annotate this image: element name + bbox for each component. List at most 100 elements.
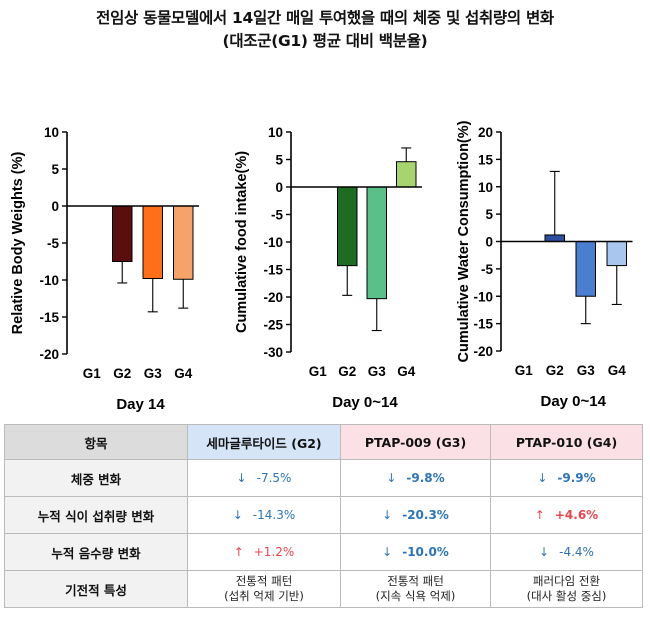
- y-tick-label: -15: [473, 317, 493, 332]
- table-row: 누적 음수량 변화 ↑ +1.2% ↓ -10.0% ↓ -4.4%: [4, 533, 643, 571]
- header-g3: PTAP-009 (G3): [340, 424, 491, 460]
- y-tick-label: -15: [263, 263, 283, 278]
- value-cell-g4: ↓ -9.9%: [490, 459, 643, 497]
- bar-g2: [337, 186, 358, 267]
- change-value: -7.5%: [256, 471, 292, 485]
- x-tick-label: G4: [608, 363, 627, 378]
- y-axis-label: Relative Body Weights (%): [10, 152, 26, 335]
- arrow-down-icon: ↓: [232, 508, 243, 522]
- y-tick-label: -15: [39, 310, 59, 325]
- arrow-down-icon: ↓: [382, 508, 393, 522]
- y-tick-label: 5: [275, 153, 283, 168]
- bar-g4: [396, 161, 417, 188]
- x-axis-label: Day 0~14: [541, 393, 607, 410]
- row-label: 기전적 특성: [4, 570, 188, 608]
- arrow-down-icon: ↓: [386, 471, 397, 485]
- y-tick-label: 10: [44, 125, 59, 140]
- x-tick-label: G2: [338, 364, 356, 379]
- arrow-down-icon: ↓: [537, 471, 548, 485]
- y-tick-label: 10: [478, 180, 493, 195]
- bar-g3: [575, 241, 596, 297]
- y-tick-label: 0: [275, 180, 283, 195]
- value-cell-g3: ↓ -10.0%: [340, 533, 491, 571]
- mechanism-detail: (지속 식욕 억제): [375, 589, 456, 603]
- y-tick-label: 0: [485, 235, 493, 250]
- value-cell-g4: ↓ -4.4%: [490, 533, 643, 571]
- figure-subtitle: (대조군(G1) 평균 대비 백분율): [222, 32, 428, 50]
- arrow-down-icon: ↓: [382, 545, 393, 559]
- change-value: -10.0%: [402, 545, 449, 559]
- change-value: -9.9%: [557, 471, 596, 485]
- y-tick-label: 5: [51, 162, 59, 177]
- row-label: 누적 식이 섭취량 변화: [4, 496, 188, 534]
- header-item: 항목: [4, 424, 188, 460]
- y-tick-label: 15: [478, 152, 494, 167]
- header-g4: PTAP-010 (G4): [490, 424, 643, 460]
- arrow-down-icon: ↓: [539, 545, 550, 559]
- x-tick-label: G2: [546, 363, 564, 378]
- y-tick-label: -5: [271, 208, 283, 223]
- bar-g4: [606, 241, 627, 267]
- arrow-up-icon: ↑: [534, 508, 545, 522]
- value-cell-g2: ↓ -14.3%: [187, 496, 341, 534]
- header-g2: 세마글루타이드 (G2): [187, 424, 341, 460]
- value-cell-g2: ↑ +1.2%: [187, 533, 341, 571]
- change-value: -9.8%: [406, 471, 445, 485]
- x-tick-label: G1: [515, 363, 534, 378]
- y-tick-label: 0: [51, 199, 59, 214]
- mechanism-pattern: 전통적 패턴: [235, 574, 293, 588]
- summary-table: 항목 세마글루타이드 (G2) PTAP-009 (G3) PTAP-010 (…: [4, 424, 643, 608]
- food-intake-chart: 10 5 0 -5 -10 -15 -20 -25 -30 G1 G2 G3 G4 Day 0~14 Cum…: [234, 125, 422, 411]
- y-tick-label: -25: [263, 318, 283, 333]
- bar-g3: [366, 186, 387, 300]
- y-tick-label: -10: [263, 235, 283, 250]
- y-tick-label: -20: [263, 290, 283, 305]
- mechanism-cell-g4: 패러다임 전환 (대사 활성 중심): [490, 570, 643, 608]
- x-tick-label: G3: [368, 364, 387, 379]
- row-label: 체중 변화: [4, 459, 188, 497]
- y-axis-label: Cumulative food intake(%): [234, 151, 250, 333]
- x-tick-label: G4: [174, 366, 193, 381]
- change-value: -4.4%: [559, 545, 594, 559]
- bar-g2: [544, 234, 565, 242]
- x-axis-label: Day 0~14: [332, 394, 398, 411]
- y-tick-label: -5: [47, 236, 59, 251]
- x-tick-label: G1: [309, 364, 328, 379]
- mechanism-cell-g3: 전통적 패턴 (지속 식욕 억제): [340, 570, 491, 608]
- x-tick-label: G3: [144, 366, 163, 381]
- body-weight-chart: 10 5 0 -5 -10 -15 -20 G1 G2 G3 G4 Day 14 Relative Bo…: [10, 125, 199, 413]
- change-value: +1.2%: [253, 545, 295, 559]
- y-tick-label: -10: [473, 289, 493, 304]
- mechanism-detail: (섭취 억제 기반): [224, 589, 304, 603]
- table-row: 누적 식이 섭취량 변화 ↓ -14.3% ↓ -20.3% ↑ +4.6%: [4, 496, 643, 534]
- table-header-row: 항목 세마글루타이드 (G2) PTAP-009 (G3) PTAP-010 (…: [4, 424, 643, 460]
- x-tick-label: G4: [397, 364, 416, 379]
- table-row-mechanism: 기전적 특성 전통적 패턴 (섭취 억제 기반) 전통적 패턴 (지속 식욕 억제) 패러…: [4, 570, 643, 608]
- y-tick-label: -10: [39, 273, 59, 288]
- mechanism-pattern: 패러다임 전환: [532, 574, 601, 588]
- change-value: -20.3%: [402, 508, 449, 522]
- arrow-up-icon: ↑: [233, 545, 244, 559]
- y-tick-label: -5: [481, 262, 493, 277]
- arrow-down-icon: ↓: [236, 471, 247, 485]
- x-axis-label: Day 14: [116, 396, 165, 413]
- y-tick-label: -30: [263, 345, 283, 360]
- x-tick-label: G2: [113, 366, 131, 381]
- figure-title: 전임상 동물모델에서 14일간 매일 투여했을 때의 체중 및 섭취량의 변화: [96, 9, 554, 27]
- y-tick-label: 20: [478, 125, 493, 140]
- bar-g4: [173, 205, 194, 280]
- mechanism-cell-g2: 전통적 패턴 (섭취 억제 기반): [187, 570, 341, 608]
- value-cell-g2: ↓ -7.5%: [187, 459, 341, 497]
- value-cell-g4: ↑ +4.6%: [490, 496, 643, 534]
- bar-g3: [142, 205, 163, 280]
- row-label: 누적 음수량 변화: [4, 533, 188, 571]
- value-cell-g3: ↓ -9.8%: [340, 459, 491, 497]
- value-cell-g3: ↓ -20.3%: [340, 496, 491, 534]
- y-tick-label: -20: [473, 344, 493, 359]
- change-value: +4.6%: [554, 508, 599, 522]
- mechanism-detail: (대사 활성 중심): [526, 589, 607, 603]
- y-tick-label: 10: [268, 125, 283, 140]
- bar-g2: [112, 205, 133, 262]
- y-tick-label: -20: [39, 347, 59, 362]
